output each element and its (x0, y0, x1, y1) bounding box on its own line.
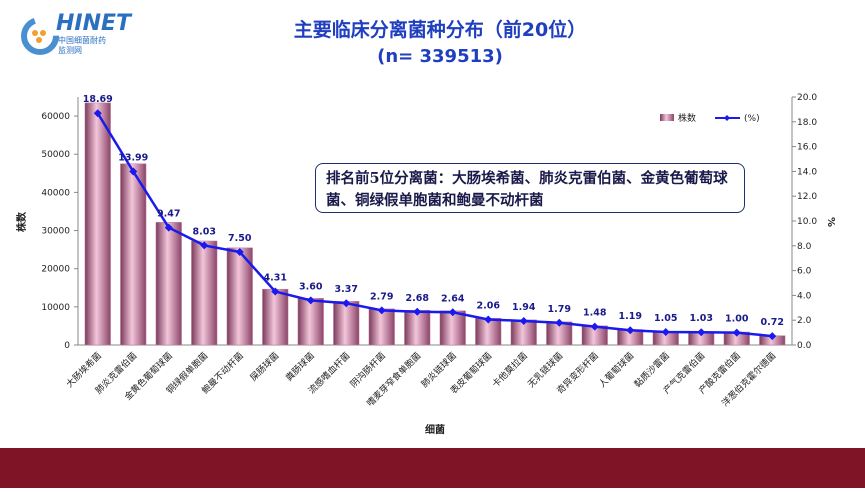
data-label: 2.06 (477, 300, 501, 311)
bar (297, 298, 324, 346)
y2-tick-label: 16.0 (797, 143, 817, 153)
x-tick-label: 无乳链球菌 (525, 350, 565, 390)
y2-tick-label: 2.0 (797, 316, 812, 326)
x-tick-label: 卡他莫拉菌 (490, 350, 530, 390)
line-marker (590, 322, 599, 331)
data-label: 4.31 (264, 273, 287, 284)
data-label: 1.48 (583, 308, 607, 319)
line-marker (697, 328, 706, 337)
data-label: 13.99 (118, 153, 148, 164)
chart-subtitle: (n= 339513) (377, 46, 503, 67)
y-axis-title: 株数 (15, 211, 28, 232)
data-label: 1.19 (619, 311, 642, 322)
data-label: 3.60 (299, 281, 323, 292)
y-tick-label: 60000 (41, 112, 70, 122)
y2-tick-label: 12.0 (797, 192, 817, 202)
y-tick-label: 50000 (41, 150, 70, 160)
x-tick-label: 人葡萄球菌 (596, 350, 636, 390)
data-label: 2.79 (370, 291, 393, 302)
legend-swatch (724, 115, 730, 121)
y2-tick-label: 0.0 (797, 341, 812, 351)
bar (191, 240, 218, 346)
line-marker (413, 307, 422, 316)
data-label: 8.03 (193, 226, 216, 237)
logo: HINET 中国细菌耐药 监测网 (21, 11, 133, 55)
y-tick-label: 0 (64, 341, 70, 351)
line-marker (129, 167, 138, 176)
chart-title: 主要临床分离菌种分布（前20位） (294, 18, 586, 41)
logo-line: 中国细菌耐药 (58, 35, 106, 45)
data-label: 3.37 (335, 284, 358, 295)
bar (120, 163, 147, 346)
y-tick-label: 10000 (41, 303, 70, 313)
line-marker (342, 299, 351, 308)
y-tick-label: 30000 (41, 227, 70, 237)
data-label: 1.05 (654, 313, 677, 324)
line-marker (306, 296, 315, 305)
y2-axis-title: % (825, 217, 836, 227)
y-tick-label: 40000 (41, 188, 70, 198)
line-marker (732, 328, 741, 337)
x-tick-label: 屎肠球菌 (247, 350, 281, 384)
footer-band (0, 448, 865, 488)
bar (333, 301, 360, 346)
bar (368, 308, 395, 346)
data-label: 2.64 (441, 293, 465, 304)
x-tick-label: 粪肠球菌 (283, 350, 317, 384)
y2-tick-label: 4.0 (797, 291, 812, 301)
y2-tick-label: 20.0 (797, 93, 817, 103)
x-tick-label: 阴沟肠杆菌 (348, 350, 388, 390)
line-marker (93, 109, 102, 118)
line-marker (519, 316, 528, 325)
legend-label: 株数 (678, 112, 696, 124)
data-label: 9.47 (157, 209, 180, 220)
bar (226, 247, 253, 346)
data-label: 0.72 (761, 317, 784, 328)
data-label: 1.94 (512, 302, 536, 313)
logo-line: 监测网 (58, 45, 82, 55)
data-label: 18.69 (83, 94, 113, 105)
logo-name: HINET (56, 11, 133, 36)
data-label: 2.68 (406, 293, 430, 304)
x-tick-label: 大肠埃希菌 (64, 350, 104, 390)
y2-tick-label: 8.0 (797, 242, 812, 252)
line (96, 112, 773, 338)
bar (84, 102, 111, 346)
x-axis-title: 细菌 (425, 423, 445, 436)
line-marker (768, 332, 777, 341)
data-label: 7.50 (228, 233, 252, 244)
data-label: 1.00 (725, 314, 749, 325)
line-marker (448, 308, 457, 317)
annotation-box: 排名前5位分离菌：大肠埃希菌、肺炎克雷伯菌、金黄色葡萄球菌、铜绿假单胞菌和鲍曼不… (315, 163, 745, 213)
line-marker (235, 248, 244, 256)
line-marker (271, 287, 280, 296)
legend-label: (%) (744, 114, 760, 124)
legend-swatch (660, 114, 674, 121)
y2-tick-label: 14.0 (797, 167, 817, 177)
line-marker (200, 241, 209, 250)
bar (155, 222, 182, 346)
line-marker (661, 327, 670, 336)
line-marker (626, 326, 635, 335)
line-marker (484, 315, 493, 324)
y2-tick-label: 6.0 (797, 267, 812, 277)
x-tick-label: 黏质沙雷菌 (632, 350, 672, 390)
y2-tick-label: 10.0 (797, 217, 817, 227)
y2-tick-label: 18.0 (797, 118, 817, 128)
y-tick-label: 20000 (41, 265, 70, 275)
data-label: 1.79 (548, 304, 571, 315)
data-label: 1.03 (690, 313, 713, 324)
line-marker (555, 318, 564, 327)
bar (262, 288, 289, 346)
line-marker (164, 223, 173, 232)
line-marker (377, 306, 386, 315)
x-tick-label: 肺炎链球菌 (419, 350, 459, 390)
